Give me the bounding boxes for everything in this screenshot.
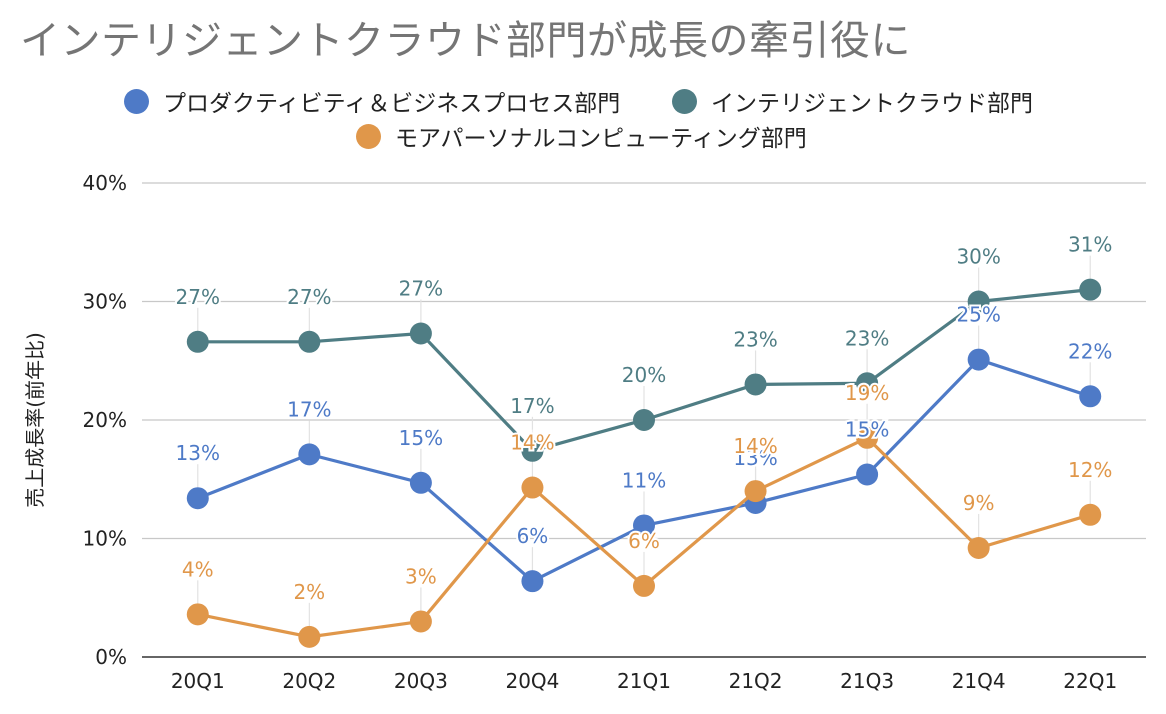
data-point bbox=[856, 372, 879, 395]
data-label: 6% bbox=[628, 529, 660, 553]
y-axis-title: 売上成長率(前年比) bbox=[23, 332, 47, 508]
legend-item-intelligent-cloud: インテリジェントクラウド部門 bbox=[672, 84, 1033, 118]
data-point bbox=[1079, 278, 1102, 301]
data-point bbox=[521, 439, 544, 462]
data-label: 12% bbox=[1068, 458, 1112, 482]
data-label: 6% bbox=[517, 524, 549, 548]
data-label: 15% bbox=[399, 426, 443, 450]
data-label: 15% bbox=[845, 418, 889, 442]
data-point bbox=[967, 536, 990, 559]
legend-swatch-more-personal-computing bbox=[356, 123, 381, 149]
data-point bbox=[633, 409, 655, 431]
data-label: 13% bbox=[176, 441, 220, 465]
data-label: 23% bbox=[845, 326, 889, 350]
data-point bbox=[1079, 385, 1102, 408]
data-label: 9% bbox=[963, 491, 995, 515]
y-tick-label: 30% bbox=[83, 290, 127, 314]
y-tick-label: 0% bbox=[95, 645, 127, 669]
data-point bbox=[856, 463, 879, 486]
legend-label-intelligent-cloud: インテリジェントクラウド部門 bbox=[711, 91, 1033, 117]
y-tick-label: 20% bbox=[83, 408, 127, 432]
legend-label-more-personal-computing: モアパーソナルコンピューティング部門 bbox=[395, 126, 807, 152]
data-label: 23% bbox=[733, 327, 777, 351]
data-point bbox=[298, 443, 321, 466]
x-tick-label: 20Q2 bbox=[282, 669, 336, 693]
data-point bbox=[856, 426, 879, 449]
y-tick-label: 10% bbox=[83, 527, 127, 551]
x-tick-label: 20Q3 bbox=[394, 669, 448, 693]
data-label: 27% bbox=[176, 285, 220, 309]
data-label: 11% bbox=[622, 468, 666, 492]
data-point bbox=[633, 574, 655, 597]
data-label: 3% bbox=[405, 564, 437, 588]
data-label: 14% bbox=[733, 434, 777, 458]
data-point bbox=[1079, 503, 1102, 526]
data-label: 17% bbox=[287, 397, 331, 421]
x-tick-label: 20Q4 bbox=[505, 669, 559, 693]
data-point bbox=[744, 373, 767, 396]
data-label: 19% bbox=[845, 381, 889, 405]
data-point bbox=[186, 603, 209, 626]
data-label: 31% bbox=[1068, 233, 1112, 257]
data-point bbox=[633, 514, 655, 537]
data-point bbox=[186, 487, 209, 510]
x-tick-label: 21Q4 bbox=[952, 669, 1006, 693]
data-point bbox=[967, 290, 990, 313]
legend-swatch-productivity bbox=[124, 88, 149, 114]
legend: プロダクティビティ＆ビジネスプロセス部門 インテリジェントクラウド部門 モアパー… bbox=[0, 84, 1166, 154]
legend-label-productivity: プロダクティビティ＆ビジネスプロセス部門 bbox=[163, 91, 621, 117]
data-label: 22% bbox=[1068, 339, 1112, 363]
data-label: 14% bbox=[510, 431, 554, 455]
data-label: 4% bbox=[182, 557, 214, 581]
data-point bbox=[298, 625, 321, 648]
data-point bbox=[744, 480, 767, 503]
data-point bbox=[186, 330, 209, 353]
data-label: 2% bbox=[293, 580, 325, 604]
chart-title: インテリジェントクラウド部門が成長の牽引役に bbox=[20, 18, 911, 64]
x-tick-label: 21Q2 bbox=[729, 669, 783, 693]
legend-swatch-intelligent-cloud bbox=[672, 88, 697, 114]
x-tick-label: 21Q1 bbox=[617, 669, 671, 693]
data-point bbox=[521, 476, 544, 499]
data-point bbox=[298, 330, 321, 353]
data-label: 13% bbox=[733, 446, 777, 470]
data-label: 25% bbox=[956, 303, 1000, 327]
data-label: 30% bbox=[956, 245, 1000, 269]
x-tick-label: 20Q1 bbox=[171, 669, 225, 693]
legend-item-productivity: プロダクティビティ＆ビジネスプロセス部門 bbox=[124, 84, 620, 118]
data-point bbox=[409, 610, 432, 633]
data-label: 20% bbox=[622, 363, 666, 387]
data-point bbox=[521, 570, 544, 593]
data-point bbox=[409, 322, 432, 345]
x-tick-label: 21Q3 bbox=[840, 669, 894, 693]
data-point bbox=[967, 348, 990, 371]
data-label: 17% bbox=[510, 394, 554, 418]
data-point bbox=[409, 471, 432, 494]
y-tick-label: 40% bbox=[83, 171, 127, 195]
legend-item-more-personal-computing: モアパーソナルコンピューティング部門 bbox=[356, 119, 807, 153]
x-tick-label: 22Q1 bbox=[1063, 669, 1117, 693]
data-label: 27% bbox=[287, 285, 331, 309]
data-label: 27% bbox=[399, 276, 443, 300]
